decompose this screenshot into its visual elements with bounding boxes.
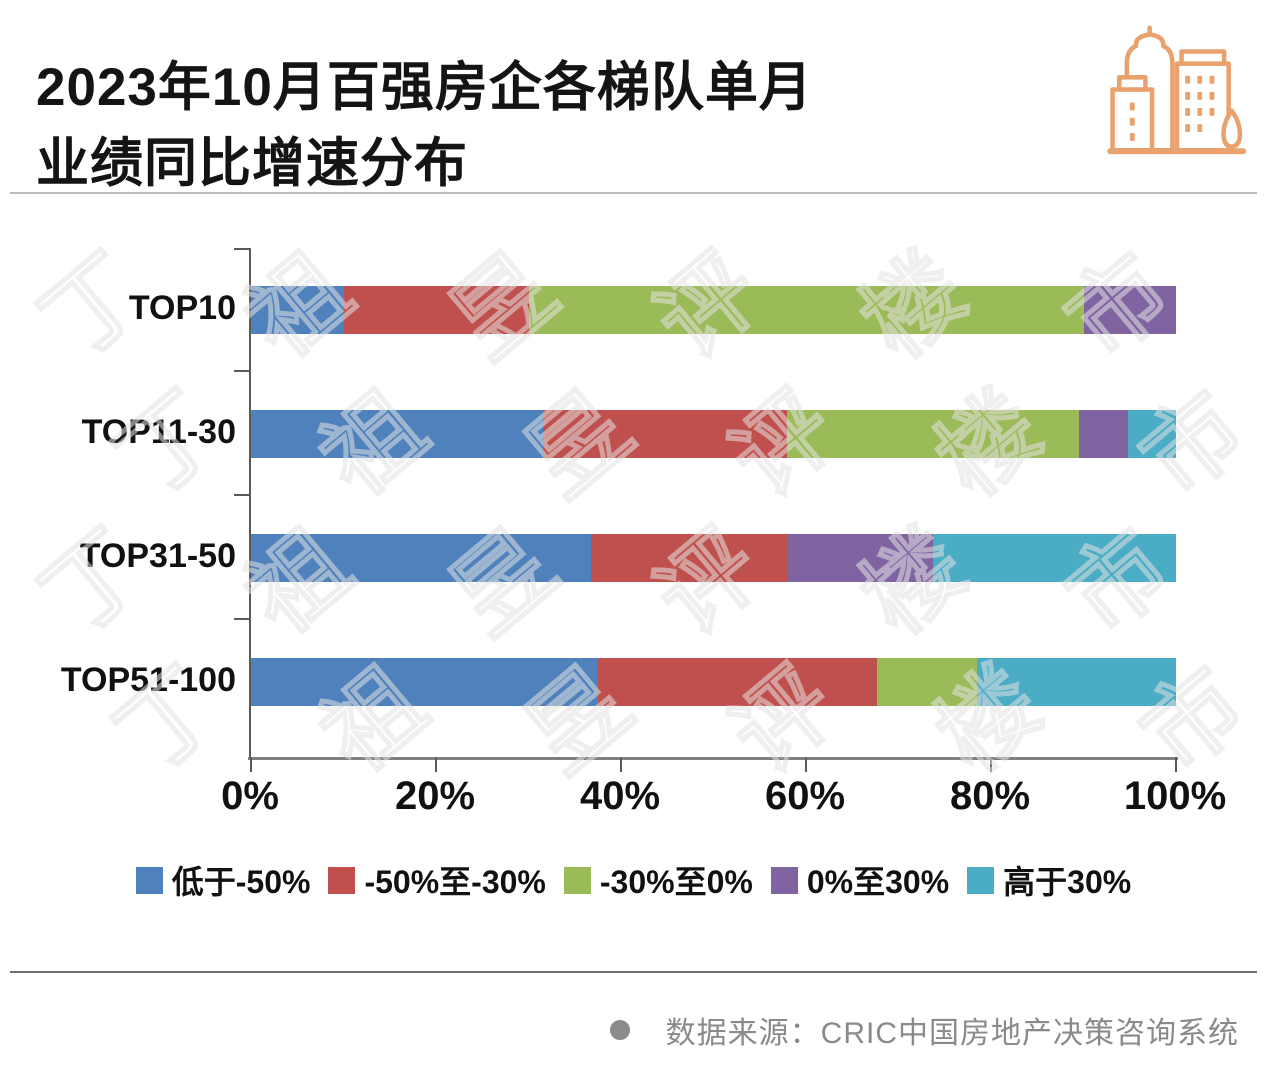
stacked-bar	[251, 410, 1176, 458]
footer-divider	[10, 971, 1257, 973]
legend: 低于-50% -50%至-30% -30%至0% 0%至30% 高于30%	[0, 852, 1267, 908]
bar-segment	[1127, 410, 1176, 458]
stacked-bar	[251, 534, 1176, 582]
chart-title: 2023年10月百强房企各梯队单月 业绩同比增速分布	[36, 50, 1076, 202]
bar-segment	[251, 286, 344, 334]
legend-item: 0%至30%	[770, 857, 950, 903]
y-axis-tick	[234, 248, 250, 250]
x-axis-tick-label: 80%	[949, 774, 1031, 818]
watermark-glyph: 昱	[507, 648, 651, 794]
legend-label: -30%至0%	[599, 864, 753, 900]
bar-segment	[597, 658, 878, 706]
stacked-bar	[251, 658, 1176, 706]
legend-swatch-icon	[770, 866, 798, 894]
x-axis-tick-label: 0%	[221, 774, 279, 818]
data-source-text: 数据来源：CRIC中国房地产决策咨询系统	[665, 1017, 1239, 1050]
bar-segment	[1083, 286, 1176, 334]
bar-segment	[786, 410, 1079, 458]
category-label: TOP31-50	[79, 537, 236, 575]
watermark-glyph: 评	[712, 648, 856, 794]
watermark-glyph: 丁	[97, 648, 241, 794]
watermark-glyph: 祖	[302, 648, 446, 794]
bar-segment	[251, 410, 544, 458]
x-axis-tick-label: 60%	[764, 774, 846, 818]
bar-segment	[877, 658, 978, 706]
legend-item: -50%至-30%	[328, 857, 546, 903]
x-axis-tick-label: 20%	[394, 774, 476, 818]
x-axis-line	[248, 757, 1178, 760]
bar-segment	[977, 658, 1176, 706]
y-axis-tick	[234, 618, 250, 620]
legend-item: -30%至0%	[563, 857, 753, 903]
stacked-bar	[251, 286, 1176, 334]
bar-segment	[786, 534, 933, 582]
legend-swatch-icon	[563, 866, 591, 894]
legend-label: 0%至30%	[806, 864, 950, 900]
y-axis-line	[249, 248, 251, 759]
x-axis-tick	[805, 757, 807, 772]
header: 2023年10月百强房企各梯队单月 业绩同比增速分布	[0, 0, 1267, 193]
category-label: TOP11-30	[81, 413, 236, 451]
bar-segment	[343, 286, 529, 334]
x-axis-tick	[990, 757, 992, 772]
city-buildings-icon	[1107, 25, 1247, 155]
y-axis-tick	[234, 494, 250, 496]
x-axis-tick	[620, 757, 622, 772]
legend-swatch-icon	[328, 866, 356, 894]
x-axis-tick-label: 40%	[579, 774, 661, 818]
x-axis-tick-label: 100%	[1123, 774, 1227, 818]
bullet-icon	[609, 1020, 630, 1040]
legend-item: 低于-50%	[135, 857, 311, 903]
header-divider	[10, 192, 1257, 194]
watermark-glyph: 楼	[917, 648, 1061, 794]
legend-swatch-icon	[967, 866, 995, 894]
footer: 数据来源：CRIC中国房地产决策咨询系统	[609, 1002, 1239, 1058]
legend-label: 低于-50%	[171, 864, 311, 900]
x-axis-tick	[250, 757, 252, 772]
bar-segment	[932, 534, 1176, 582]
bar-segment	[251, 534, 592, 582]
bar-segment	[528, 286, 1084, 334]
legend-label: -50%至-30%	[364, 864, 546, 900]
x-axis-tick	[435, 757, 437, 772]
legend-label: 高于30%	[1003, 864, 1132, 900]
legend-item: 高于30%	[967, 857, 1131, 903]
bar-segment	[1078, 410, 1128, 458]
chart-title-line1: 2023年10月百强房企各梯队单月	[36, 57, 813, 117]
watermark-glyph: 市	[1122, 648, 1266, 794]
bar-segment	[543, 410, 787, 458]
category-label: TOP51-100	[60, 661, 236, 699]
x-axis-tick	[1175, 757, 1177, 772]
chart-title-line2: 业绩同比增速分布	[36, 133, 468, 193]
stacked-bar-chart: TOP10 TOP11-30 TOP31-50 TOP51-100 0% 20% 40% 6…	[0, 240, 1267, 818]
legend-swatch-icon	[135, 866, 163, 894]
bar-segment	[251, 658, 598, 706]
y-axis-tick	[234, 370, 250, 372]
category-label: TOP10	[128, 289, 236, 327]
bar-segment	[591, 534, 787, 582]
